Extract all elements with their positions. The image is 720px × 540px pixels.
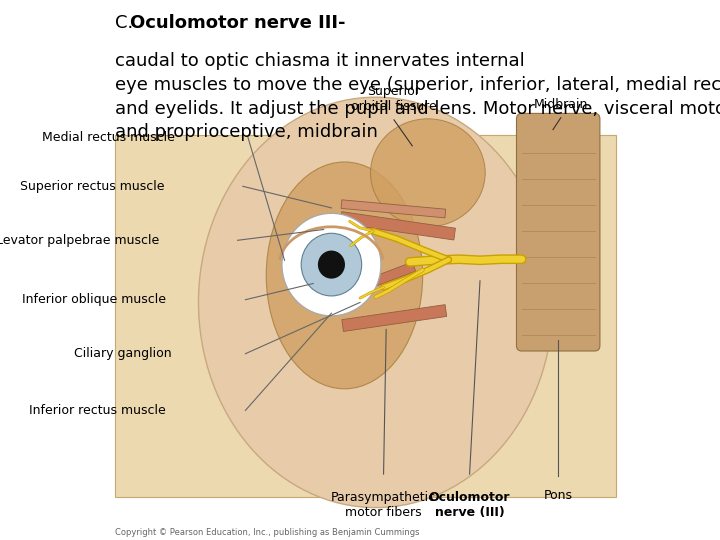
Polygon shape — [284, 269, 329, 280]
Circle shape — [282, 213, 381, 316]
Text: Inferior oblique muscle: Inferior oblique muscle — [22, 293, 166, 306]
Text: Midbrain: Midbrain — [534, 98, 588, 111]
FancyBboxPatch shape — [516, 113, 600, 351]
Text: Ciliary ganglion: Ciliary ganglion — [73, 347, 171, 360]
Ellipse shape — [199, 97, 553, 508]
Circle shape — [301, 233, 361, 296]
Polygon shape — [341, 200, 446, 218]
Text: Inferior rectus muscle: Inferior rectus muscle — [30, 404, 166, 417]
Text: Medial rectus muscle: Medial rectus muscle — [42, 131, 175, 144]
Text: caudal to optic chiasma it innervates internal
eye muscles to move the eye (supe: caudal to optic chiasma it innervates in… — [115, 52, 720, 141]
Text: Pons: Pons — [544, 489, 572, 502]
Text: Copyright © Pearson Education, Inc., publishing as Benjamin Cummings: Copyright © Pearson Education, Inc., pub… — [115, 528, 420, 537]
Text: C.: C. — [115, 14, 139, 31]
Circle shape — [318, 251, 345, 279]
Text: Oculomotor
nerve (III): Oculomotor nerve (III) — [429, 491, 510, 519]
FancyBboxPatch shape — [115, 135, 616, 497]
Text: Parasympathetic
motor fibers: Parasympathetic motor fibers — [331, 491, 436, 519]
Text: Levator palpebrae muscle: Levator palpebrae muscle — [0, 234, 159, 247]
Ellipse shape — [371, 119, 485, 227]
Text: Oculomotor nerve III-: Oculomotor nerve III- — [130, 14, 345, 31]
Ellipse shape — [266, 162, 423, 389]
Text: Superior
orbital fissure: Superior orbital fissure — [351, 85, 437, 113]
Polygon shape — [341, 212, 456, 240]
Polygon shape — [334, 262, 415, 301]
Text: Superior rectus muscle: Superior rectus muscle — [20, 180, 165, 193]
Polygon shape — [342, 305, 446, 332]
